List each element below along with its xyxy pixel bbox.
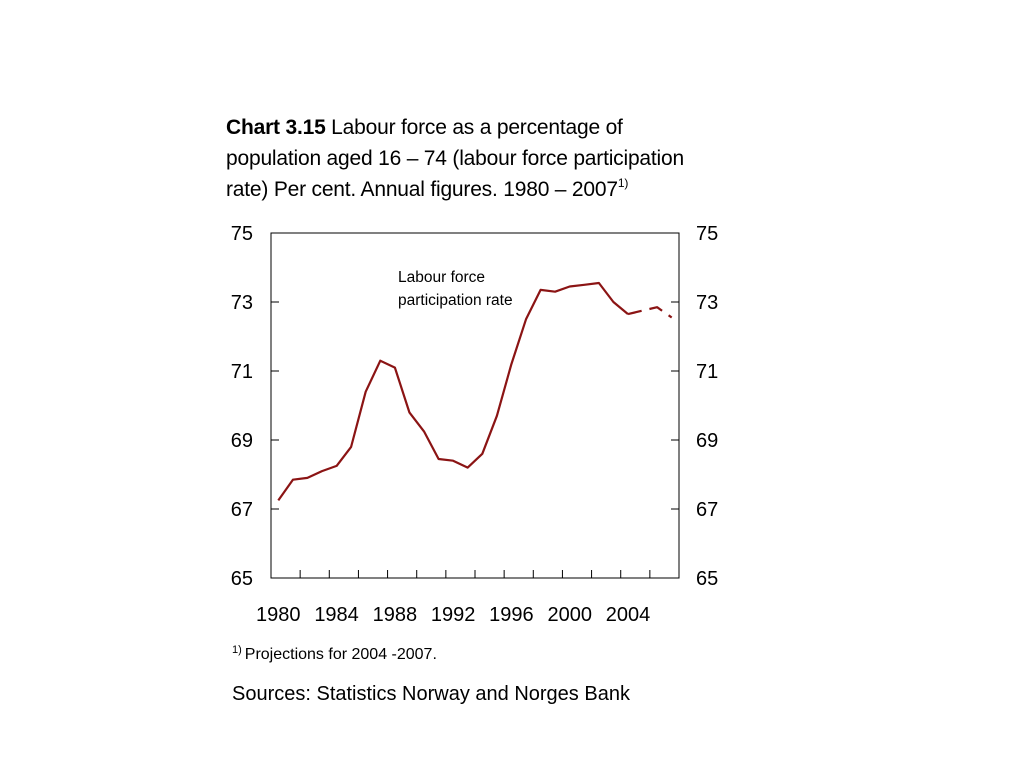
x-tick-label: 1996	[489, 604, 534, 626]
series-annotation-line1: Labour force	[398, 269, 485, 286]
y-tick-label-left: 71	[231, 361, 253, 383]
y-tick-label-left: 67	[231, 499, 253, 521]
chart-number: Chart 3.15	[226, 116, 326, 139]
x-tick-label: 2000	[547, 604, 592, 626]
y-tick-label-left: 65	[231, 568, 253, 590]
y-tick-label-left: 75	[231, 223, 253, 245]
x-tick-label: 1992	[431, 604, 476, 626]
y-tick-label-left: 69	[231, 430, 253, 452]
y-tick-label-left: 73	[231, 292, 253, 314]
title-footnote-marker: 1)	[617, 176, 629, 190]
footnote-marker: 1)	[232, 644, 242, 656]
series-group	[277, 281, 673, 502]
sources: Sources: Statistics Norway and Norges Ba…	[232, 683, 630, 705]
y-tick-label-right: 75	[696, 223, 718, 245]
footnote: 1) Projections for 2004 -2007.	[232, 644, 437, 664]
y-tick-label-right: 73	[696, 292, 718, 314]
x-tick-label: 2004	[606, 604, 651, 626]
y-tick-label-right: 71	[696, 361, 718, 383]
y-tick-label-right: 65	[696, 568, 718, 590]
y-tick-label-right: 67	[696, 499, 718, 521]
series-line-projection	[627, 306, 673, 319]
x-tick-label: 1980	[256, 604, 301, 626]
x-axis: 1980 1984 1988 1992 1996 2000 2004	[256, 570, 651, 626]
footnote-text: Projections for 2004 -2007.	[244, 646, 437, 663]
y-axis-right: 65 67 69 71 73 75	[671, 223, 718, 590]
chart-title-text: Labour force as a percentage of populati…	[226, 116, 684, 201]
series-line-actual	[277, 281, 629, 502]
x-tick-label: 1988	[373, 604, 418, 626]
series-annotation-line2: participation rate	[398, 292, 513, 309]
y-tick-label-right: 69	[696, 430, 718, 452]
y-axis-left: 65 67 69 71 73 75	[231, 223, 279, 590]
chart-title: Chart 3.15 Labour force as a percentage …	[226, 112, 706, 205]
x-tick-label: 1984	[314, 604, 359, 626]
